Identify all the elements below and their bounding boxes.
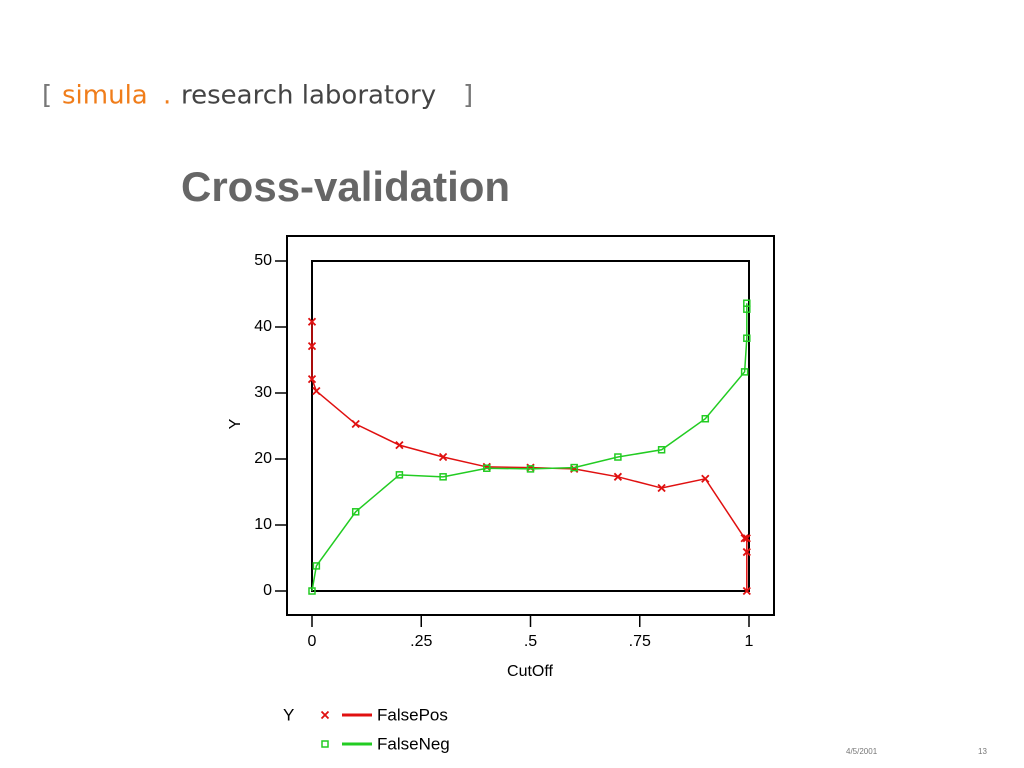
footer-page: 13 bbox=[978, 747, 987, 756]
marker-square bbox=[312, 562, 321, 570]
x-tick-label: 0 bbox=[308, 633, 317, 650]
marker-square bbox=[351, 508, 360, 516]
logo-text: research laboratory bbox=[181, 81, 436, 111]
marker-square bbox=[570, 463, 578, 472]
legend-title: Y bbox=[283, 705, 294, 724]
marker-x-stroke bbox=[742, 534, 751, 543]
marker-x bbox=[613, 472, 623, 481]
marker-x-stroke bbox=[613, 472, 623, 481]
logo-dot: . bbox=[163, 81, 171, 111]
logo-bracket: [ bbox=[42, 81, 52, 111]
marker-x bbox=[395, 441, 404, 450]
marker-x-stroke bbox=[320, 710, 330, 720]
marker-x-stroke bbox=[438, 452, 448, 462]
marker-square bbox=[483, 464, 491, 472]
logo: [ simula . research laboratory ] bbox=[42, 81, 473, 111]
marker-x-stroke bbox=[742, 586, 751, 596]
series-line bbox=[311, 303, 748, 592]
marker-x-stroke bbox=[312, 386, 321, 396]
marker-square bbox=[701, 414, 710, 423]
marker-x bbox=[312, 386, 321, 396]
series-line bbox=[311, 321, 748, 591]
marker-x bbox=[742, 547, 751, 557]
logo-bracket: ] bbox=[463, 81, 473, 111]
x-axis-label: CutOff bbox=[507, 663, 554, 680]
y-axis-label: Y bbox=[227, 418, 244, 429]
marker-x bbox=[307, 317, 317, 326]
legend-label: FalsePos bbox=[377, 705, 448, 724]
marker-x bbox=[320, 710, 330, 720]
x-tick-label: .5 bbox=[524, 633, 537, 650]
marker-x-stroke bbox=[307, 317, 317, 326]
marker-x bbox=[351, 419, 360, 429]
marker-x-stroke bbox=[701, 474, 710, 483]
plot-area bbox=[311, 260, 750, 592]
y-tick-label: 20 bbox=[254, 450, 272, 467]
marker-square bbox=[308, 587, 316, 595]
marker-x bbox=[740, 534, 749, 543]
marker-square bbox=[740, 368, 749, 376]
marker-x-stroke bbox=[742, 547, 751, 557]
x-tick-label: .25 bbox=[410, 633, 432, 650]
marker-x-stroke bbox=[395, 441, 404, 450]
marker-x bbox=[742, 586, 751, 596]
marker-x bbox=[742, 534, 751, 543]
marker-square bbox=[657, 446, 666, 454]
marker-x-stroke bbox=[307, 375, 317, 384]
marker-x-stroke bbox=[657, 483, 666, 493]
marker-x bbox=[307, 375, 317, 384]
legend-label: FalseNeg bbox=[377, 734, 450, 753]
x-tick-label: .75 bbox=[629, 633, 651, 650]
marker-square bbox=[395, 471, 404, 479]
marker-x bbox=[657, 483, 666, 493]
marker-x bbox=[307, 342, 317, 351]
y-tick-label: 30 bbox=[254, 384, 272, 401]
marker-square bbox=[526, 465, 535, 473]
x-tick-label: 1 bbox=[745, 633, 754, 650]
logo-name: simula bbox=[62, 81, 148, 111]
y-tick-label: 10 bbox=[254, 516, 272, 533]
marker-square bbox=[743, 299, 751, 307]
y-tick-label: 50 bbox=[254, 252, 272, 269]
marker-x-stroke bbox=[307, 342, 317, 351]
marker-x bbox=[438, 452, 448, 462]
marker-square bbox=[743, 334, 751, 342]
marker-x-stroke bbox=[351, 419, 360, 429]
y-tick-label: 0 bbox=[263, 582, 272, 599]
y-tick-label: 40 bbox=[254, 318, 272, 335]
slide-title: Cross-validation bbox=[181, 163, 510, 210]
marker-square bbox=[614, 453, 622, 461]
footer-date: 4/5/2001 bbox=[846, 747, 878, 756]
marker-square bbox=[439, 473, 447, 481]
marker-x bbox=[701, 474, 710, 483]
marker-square bbox=[321, 740, 329, 748]
marker-x-stroke bbox=[740, 534, 749, 543]
